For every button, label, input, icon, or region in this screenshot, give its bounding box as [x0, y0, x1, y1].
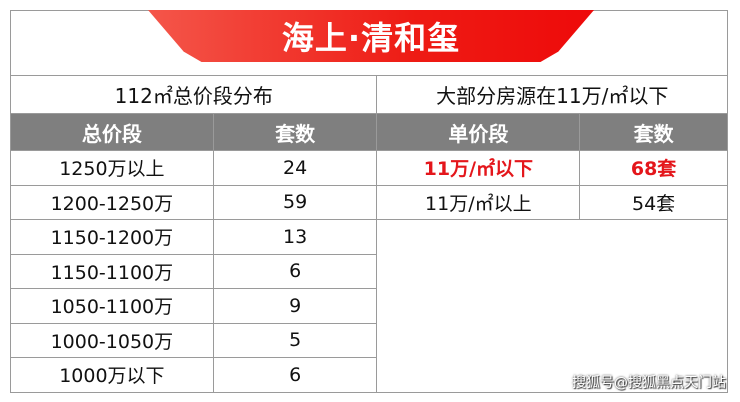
unit-price-range: 11万/㎡以下 — [376, 150, 581, 186]
price-table: 112㎡总价段分布 大部分房源在11万/㎡以下 总价段 套数 单价段 套数 12… — [9, 75, 728, 393]
unit-price-range: 11万/㎡以上 — [376, 184, 581, 220]
left-heading: 112㎡总价段分布 — [9, 75, 378, 114]
header-unit-price: 单价段 — [376, 113, 581, 151]
table-row: 1250万以上 24 11万/㎡以下 68套 — [10, 150, 728, 186]
count: 24 — [212, 150, 378, 186]
table-row: 1150-1200万 13 — [10, 219, 728, 392]
count: 13 — [212, 219, 378, 255]
unit-count: 54套 — [579, 184, 728, 220]
price-range: 1050-1100万 — [10, 288, 214, 324]
header-count: 套数 — [212, 113, 378, 151]
table-row: 1200-1250万 59 11万/㎡以上 54套 — [10, 184, 728, 220]
table-row: 1000万以下 6 — [10, 357, 728, 393]
header-total-price: 总价段 — [10, 113, 214, 151]
count: 59 — [212, 184, 378, 220]
count: 6 — [212, 253, 378, 289]
count: 5 — [212, 322, 378, 358]
watermark: 搜狐号@搜狐黑点天门站 — [572, 375, 726, 391]
price-range: 1150-1200万 — [10, 219, 214, 255]
price-range: 1000-1050万 — [10, 322, 214, 358]
header-count-right: 套数 — [579, 113, 728, 151]
price-range: 1200-1250万 — [10, 184, 214, 220]
right-heading: 大部分房源在11万/㎡以下 — [376, 75, 728, 114]
title-banner — [148, 10, 594, 62]
count: 6 — [212, 357, 378, 393]
unit-count: 68套 — [579, 150, 728, 186]
table-row: 1050-1100万 9 — [10, 288, 728, 324]
empty-area — [376, 219, 728, 392]
price-range: 1150-1100万 — [10, 253, 214, 289]
count: 9 — [212, 288, 378, 324]
page-title: 海上·清和玺 — [281, 19, 461, 57]
price-range: 1250万以上 — [10, 150, 214, 186]
price-range: 1000万以下 — [10, 357, 214, 393]
table-row: 1000-1050万 5 — [10, 322, 728, 358]
